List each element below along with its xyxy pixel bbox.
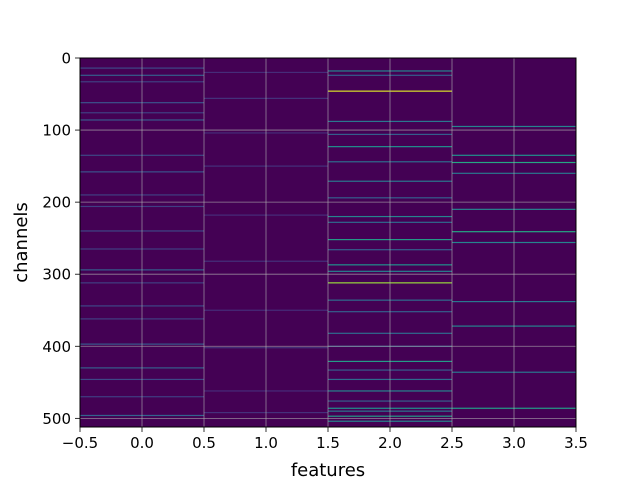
x-tick-label: 2.5 xyxy=(440,434,464,452)
x-axis-label: features xyxy=(291,460,365,480)
x-tick-label: 1.0 xyxy=(254,434,278,452)
x-axis: −0.5 0.0 0.5 1.0 1.5 2.0 2.5 3.0 3.5 xyxy=(62,427,588,452)
y-axis: 0 100 200 300 400 500 xyxy=(42,50,80,428)
x-tick-label: 3.5 xyxy=(564,434,588,452)
y-tick-label: 300 xyxy=(42,266,71,284)
y-axis-label: channels xyxy=(11,202,32,283)
x-tick-label: 2.0 xyxy=(378,434,402,452)
y-tick-label: 400 xyxy=(42,338,71,356)
y-tick-label: 100 xyxy=(42,122,71,140)
y-tick-label: 500 xyxy=(42,410,71,428)
x-tick-label: 0.5 xyxy=(192,434,216,452)
grid-lines xyxy=(80,58,576,427)
x-tick-label: 1.5 xyxy=(316,434,340,452)
y-tick-label: 0 xyxy=(61,50,71,68)
x-tick-label: 0.0 xyxy=(130,434,154,452)
y-tick-label: 200 xyxy=(42,194,71,212)
x-tick-label: −0.5 xyxy=(62,434,98,452)
x-tick-label: 3.0 xyxy=(502,434,526,452)
